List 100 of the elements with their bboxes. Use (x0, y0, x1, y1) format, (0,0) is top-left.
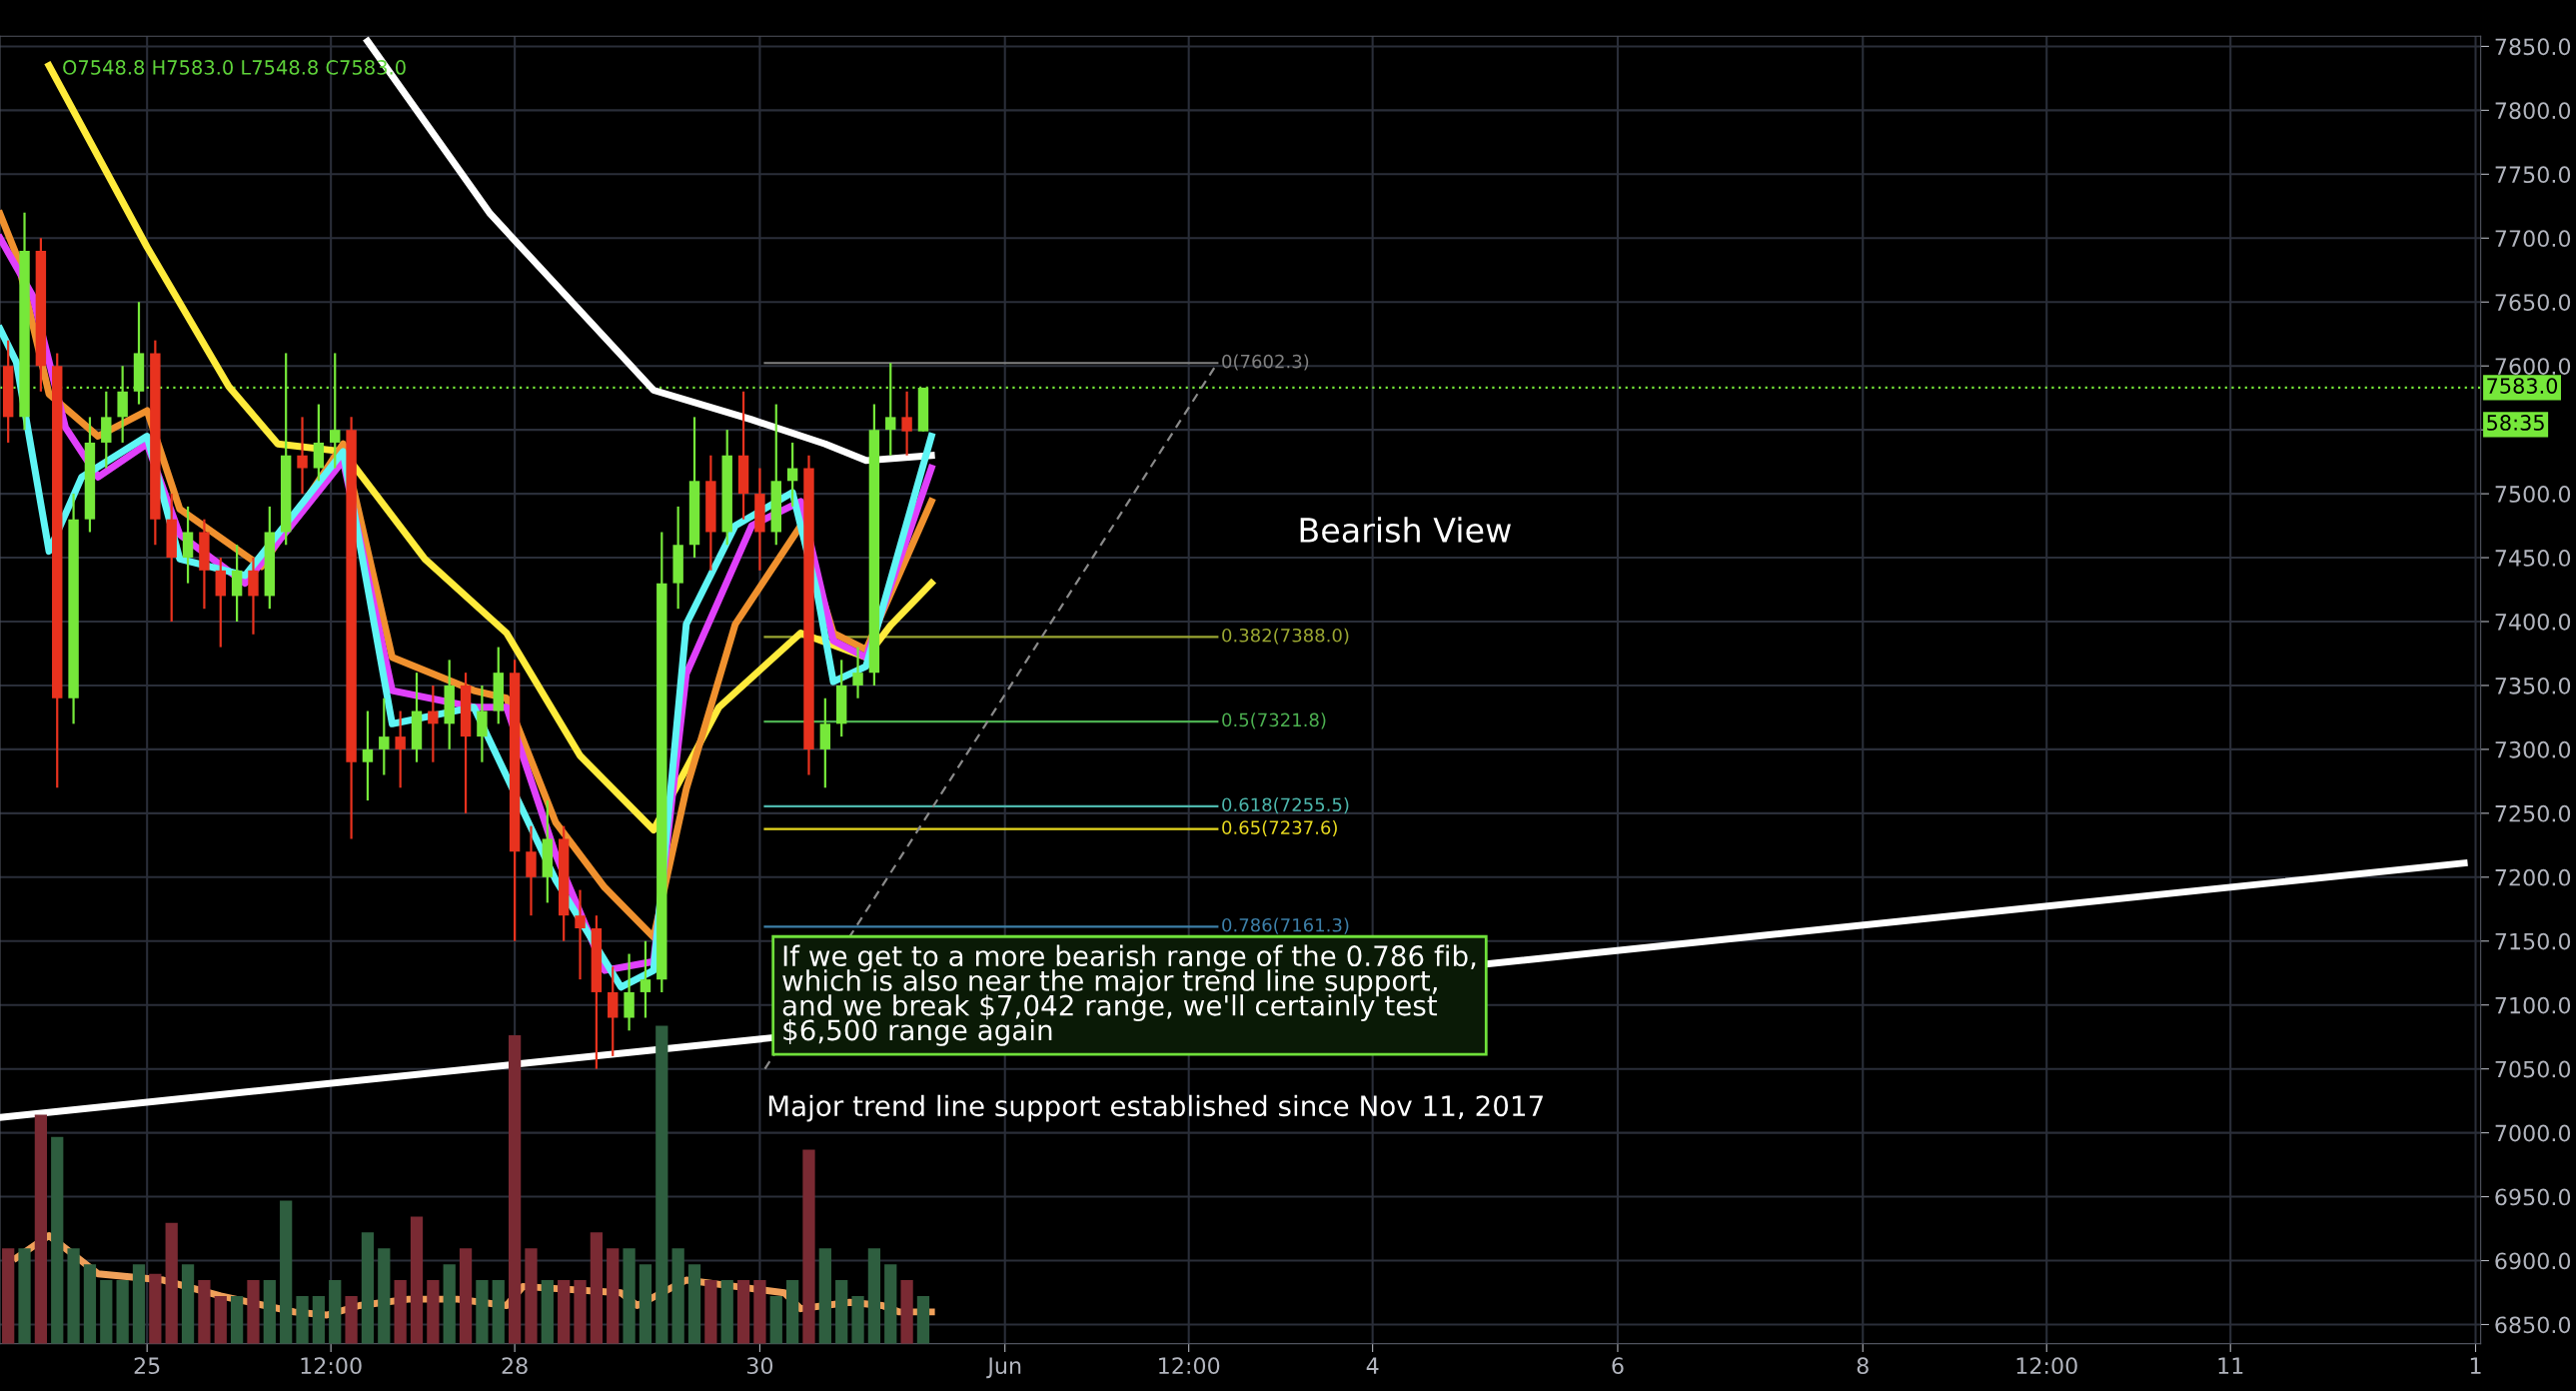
bar (181, 1264, 195, 1344)
candlestick (297, 416, 308, 496)
ref-line-label: 0.618(7255.5) (1222, 797, 1349, 814)
x-tick-label: 25 (134, 1357, 160, 1375)
bar (916, 1295, 930, 1344)
bar (639, 1264, 652, 1344)
bar (574, 1280, 587, 1344)
bar (492, 1280, 505, 1344)
bar (900, 1280, 913, 1344)
annotation: Bearish View (1300, 517, 1511, 544)
bar (786, 1280, 799, 1344)
annotation: Major trend line support established since Nov 11, 2017 (768, 1094, 1543, 1122)
bar (671, 1248, 684, 1344)
candlestick (428, 684, 439, 763)
bar (149, 1273, 162, 1344)
bar (230, 1295, 244, 1344)
bar (525, 1248, 538, 1344)
bar (590, 1232, 604, 1344)
bar (312, 1295, 326, 1344)
bar (361, 1232, 375, 1344)
candlestick (379, 696, 390, 776)
bar (132, 1264, 146, 1344)
y-tick-label: 6950.0 (2495, 1188, 2571, 1206)
candlestick (362, 709, 374, 802)
bar (818, 1248, 831, 1344)
bar (18, 1248, 31, 1344)
bar (541, 1280, 554, 1344)
bar (851, 1295, 864, 1344)
bar (623, 1248, 636, 1344)
bar (34, 1114, 48, 1344)
y-tick-label: 7350.0 (2495, 677, 2571, 695)
ref-line-label: 7583.0 (2487, 378, 2558, 394)
x-tick-label: Jun (986, 1357, 1021, 1379)
ref-line-label: 0.786(7161.3) (1222, 917, 1349, 934)
bar (655, 1025, 668, 1344)
bar (247, 1280, 260, 1344)
bar (296, 1295, 309, 1344)
bar (378, 1248, 391, 1344)
y-tick-label: 7850.0 (2495, 38, 2571, 56)
candlestick (852, 646, 863, 699)
y-tick-label: 7700.0 (2495, 230, 2571, 248)
x-tick-label: 12:00 (2016, 1357, 2077, 1375)
candlestick (575, 888, 586, 981)
candlestick (901, 390, 912, 457)
ref-line-label: 0.5(7321.8) (1222, 712, 1326, 729)
bar (329, 1280, 342, 1344)
y-tick-label: 7050.0 (2495, 1060, 2571, 1078)
x-tick-label: 11 (2218, 1357, 2243, 1374)
y-tick-label: 7150.0 (2495, 932, 2571, 950)
bar (607, 1248, 620, 1344)
y-tick-label: 6850.0 (2495, 1316, 2571, 1334)
y-tick-label: 6900.0 (2495, 1252, 2571, 1270)
x-tick-label: 6 (1612, 1357, 1624, 1375)
bar (427, 1280, 440, 1344)
bar (410, 1216, 424, 1344)
bar (263, 1280, 276, 1344)
x-tick-label: 4 (1366, 1357, 1379, 1374)
bar (83, 1264, 97, 1344)
bar (753, 1280, 766, 1344)
y-tick-label: 7450.0 (2495, 550, 2571, 567)
bar (2, 1248, 15, 1344)
bar (476, 1280, 489, 1344)
y-tick-label: 7650.0 (2495, 294, 2571, 311)
bar (704, 1280, 717, 1344)
bar (884, 1264, 897, 1344)
annotation: If we get to a more bearish range of the 0.786 fib, which is also near the major trend line support, and we break $7,042 range, we'll certainly test $6,500 range again (782, 944, 1476, 1046)
bar (802, 1149, 815, 1344)
candlestick (395, 709, 406, 789)
bar (443, 1264, 456, 1344)
y-tick-label: 7100.0 (2495, 996, 2571, 1014)
x-tick-label: 12:00 (1159, 1357, 1220, 1375)
bar (214, 1295, 227, 1344)
y-tick-label: 7400.0 (2495, 613, 2571, 631)
y-tick-label: 7800.0 (2495, 102, 2571, 120)
bar (116, 1280, 129, 1344)
bar (394, 1280, 407, 1344)
bar (280, 1200, 293, 1344)
bar (769, 1295, 782, 1344)
bar (165, 1222, 178, 1344)
bar (100, 1280, 113, 1344)
x-tick-label: 12:00 (301, 1357, 362, 1375)
y-tick-label: 7500.0 (2495, 486, 2571, 503)
bar (687, 1264, 701, 1344)
x-tick-label: 1 (2470, 1357, 2481, 1374)
bar (51, 1136, 64, 1344)
ref-line-label: 0.382(7388.0) (1222, 628, 1349, 645)
bar (67, 1248, 80, 1344)
y-tick-label: 7200.0 (2495, 868, 2571, 886)
x-tick-label: 8 (1857, 1357, 1869, 1375)
bar (720, 1280, 733, 1344)
ref-line-label: 0(7602.3) (1222, 354, 1309, 371)
bar (736, 1280, 750, 1344)
bar (198, 1280, 211, 1344)
bar (459, 1248, 473, 1344)
x-tick-label: 30 (746, 1357, 773, 1375)
bar (345, 1295, 358, 1344)
y-tick-label: 7600.0 (2495, 358, 2571, 375)
text: 58:35 (2487, 415, 2544, 431)
y-tick-label: 7300.0 (2495, 740, 2571, 758)
y-tick-label: 7250.0 (2495, 804, 2571, 822)
